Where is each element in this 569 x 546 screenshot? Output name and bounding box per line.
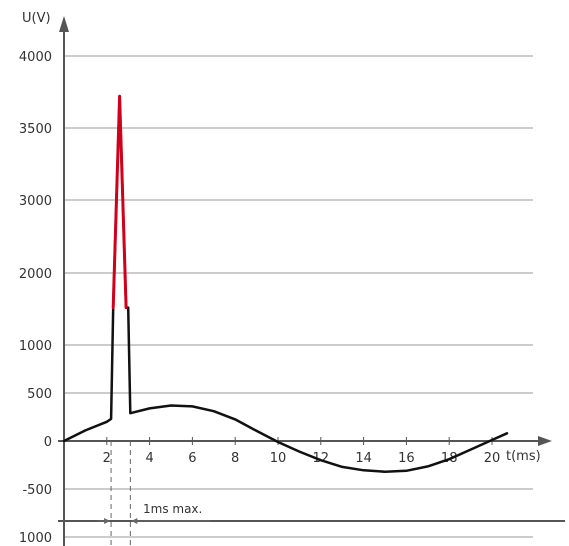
axes (58, 16, 565, 546)
curves (62, 94, 509, 473)
y-tick-labels: 4000 3500 3000 2000 1000 500 0 -500 1000 (19, 50, 52, 546)
x-tick-label: 16 (398, 451, 415, 466)
x-tick-label: 14 (355, 451, 372, 466)
annotation-arrowhead (131, 518, 138, 524)
y-tick-label: 3000 (19, 194, 52, 209)
spike-line (111, 94, 128, 310)
x-tick-label: 20 (484, 451, 501, 466)
y-tick-label: 0 (44, 435, 52, 450)
x-tick-label: 2 (103, 451, 111, 466)
x-tick-label: 10 (270, 451, 287, 466)
x-tick-label: 4 (145, 451, 153, 466)
y-axis-arrow (59, 16, 69, 32)
annotation (97, 441, 211, 546)
y-tick-label: 1000 (19, 339, 52, 354)
y-tick-label: 1000 (19, 531, 52, 546)
y-tick-label: 500 (27, 387, 52, 402)
y-tick-label: -500 (22, 483, 52, 498)
y-tick-label: 3500 (19, 122, 52, 137)
annotation-arrowhead (104, 518, 111, 524)
y-tick-label: 2000 (19, 267, 52, 282)
x-axis-arrow (538, 436, 552, 446)
y-tick-label: 4000 (19, 50, 52, 65)
annotation-label: 1ms max. (143, 502, 202, 516)
grid-lines (64, 55, 533, 538)
x-axis-title: t(ms) (506, 449, 541, 464)
x-tick-labels: 2 4 6 8 10 12 14 16 18 20 (103, 451, 501, 466)
x-tick-label: 6 (188, 451, 196, 466)
x-tick-label: 8 (231, 451, 239, 466)
waveform-line (62, 95, 509, 473)
y-axis-title: U(V) (22, 11, 51, 26)
